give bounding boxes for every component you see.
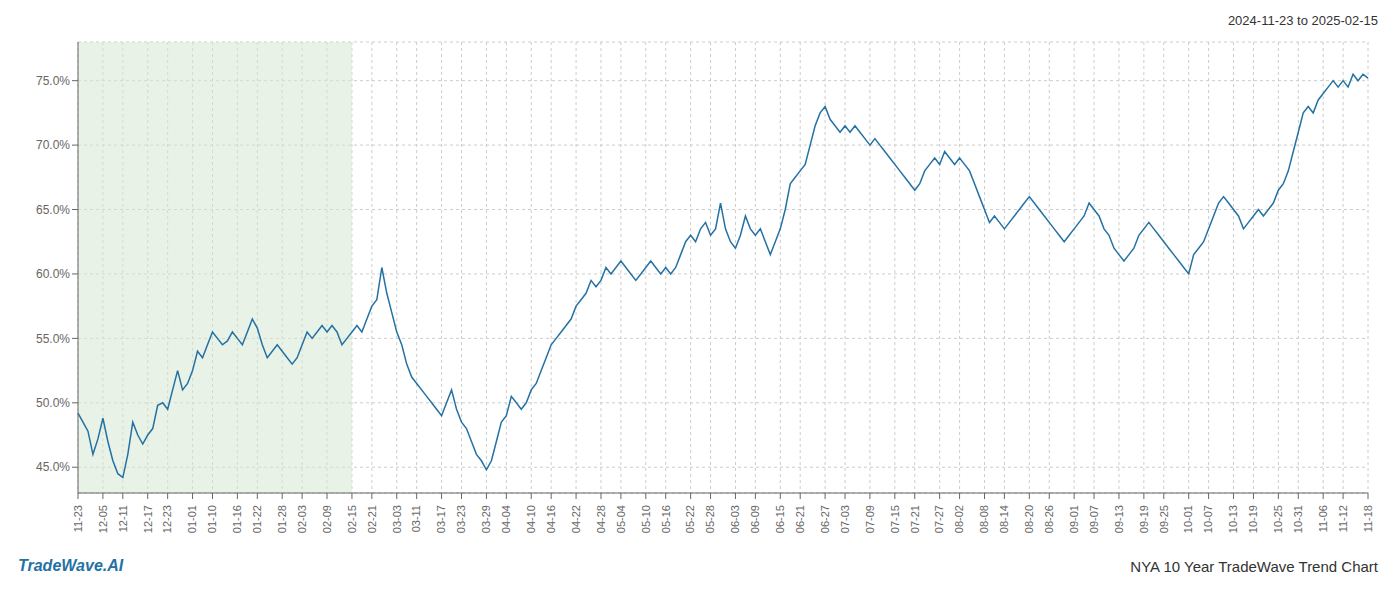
svg-text:01-16: 01-16 — [231, 505, 243, 533]
svg-text:75.0%: 75.0% — [36, 74, 70, 88]
svg-text:07-27: 07-27 — [933, 505, 945, 533]
svg-text:02-15: 02-15 — [346, 505, 358, 533]
svg-text:10-01: 10-01 — [1183, 505, 1195, 533]
svg-text:09-07: 09-07 — [1088, 505, 1100, 533]
svg-text:11-06: 11-06 — [1317, 505, 1329, 532]
svg-text:04-22: 04-22 — [570, 505, 582, 533]
svg-text:03-17: 03-17 — [435, 505, 447, 533]
svg-text:01-22: 01-22 — [251, 505, 263, 533]
svg-text:01-28: 01-28 — [276, 505, 288, 533]
svg-text:50.0%: 50.0% — [36, 396, 70, 410]
svg-text:04-16: 04-16 — [545, 505, 557, 533]
svg-text:06-21: 06-21 — [794, 505, 806, 533]
svg-text:12-05: 12-05 — [97, 505, 109, 533]
svg-text:11-23: 11-23 — [72, 505, 84, 532]
svg-text:12-17: 12-17 — [142, 505, 154, 533]
svg-text:08-26: 08-26 — [1043, 505, 1055, 533]
html-text:NYA 10 Year TradeWave Trend Ch: NYA 10 Year TradeWave Trend Chart — [1130, 557, 1378, 575]
svg-text:55.0%: 55.0% — [36, 332, 70, 346]
svg-text:04-28: 04-28 — [595, 505, 607, 533]
svg-text:03-03: 03-03 — [391, 505, 403, 533]
svg-text:08-02: 08-02 — [953, 505, 965, 533]
svg-text:60.0%: 60.0% — [36, 267, 70, 281]
svg-text:07-09: 07-09 — [864, 505, 876, 533]
svg-text:09-13: 09-13 — [1113, 505, 1125, 533]
svg-text:01-10: 01-10 — [206, 505, 218, 533]
svg-text:10-19: 10-19 — [1247, 505, 1259, 533]
svg-text:05-22: 05-22 — [684, 505, 696, 533]
html-text:TradeWave.AI: TradeWave.AI — [18, 557, 124, 574]
svg-text:08-08: 08-08 — [978, 505, 990, 533]
svg-text:11-12: 11-12 — [1337, 505, 1349, 532]
svg-text:10-25: 10-25 — [1272, 505, 1284, 533]
svg-text:10-07: 10-07 — [1202, 505, 1214, 533]
svg-text:11-18: 11-18 — [1362, 505, 1374, 532]
svg-text:02-09: 02-09 — [321, 505, 333, 533]
svg-text:06-15: 06-15 — [774, 505, 786, 533]
svg-text:06-03: 06-03 — [729, 505, 741, 533]
svg-text:08-14: 08-14 — [998, 505, 1010, 533]
html-text:2024-11-23 to 2025-02-15: 2024-11-23 to 2025-02-15 — [1227, 12, 1378, 28]
svg-text:09-19: 09-19 — [1138, 505, 1150, 533]
svg-text:03-23: 03-23 — [455, 505, 467, 533]
svg-text:09-25: 09-25 — [1158, 505, 1170, 533]
svg-text:12-23: 12-23 — [161, 505, 173, 533]
svg-text:03-11: 03-11 — [410, 505, 422, 532]
svg-text:10-31: 10-31 — [1292, 505, 1304, 533]
svg-text:02-21: 02-21 — [366, 505, 378, 533]
svg-text:06-09: 06-09 — [749, 505, 761, 533]
svg-text:65.0%: 65.0% — [36, 203, 70, 217]
svg-text:07-03: 07-03 — [839, 505, 851, 533]
svg-text:09-01: 09-01 — [1068, 505, 1080, 533]
svg-text:05-10: 05-10 — [640, 505, 652, 533]
svg-text:07-21: 07-21 — [909, 505, 921, 533]
svg-text:04-04: 04-04 — [500, 505, 512, 533]
svg-text:06-27: 06-27 — [819, 505, 831, 533]
svg-text:05-16: 05-16 — [660, 505, 672, 533]
svg-text:45.0%: 45.0% — [36, 460, 70, 474]
svg-text:70.0%: 70.0% — [36, 138, 70, 152]
svg-text:01-01: 01-01 — [186, 505, 198, 533]
svg-text:05-28: 05-28 — [704, 505, 716, 533]
svg-text:07-15: 07-15 — [889, 505, 901, 533]
svg-text:12-11: 12-11 — [117, 505, 129, 532]
svg-text:08-20: 08-20 — [1023, 505, 1035, 533]
svg-text:03-29: 03-29 — [480, 505, 492, 533]
svg-text:04-10: 04-10 — [525, 505, 537, 533]
svg-text:10-13: 10-13 — [1227, 505, 1239, 533]
svg-text:02-03: 02-03 — [296, 505, 308, 533]
svg-text:05-04: 05-04 — [615, 505, 627, 533]
